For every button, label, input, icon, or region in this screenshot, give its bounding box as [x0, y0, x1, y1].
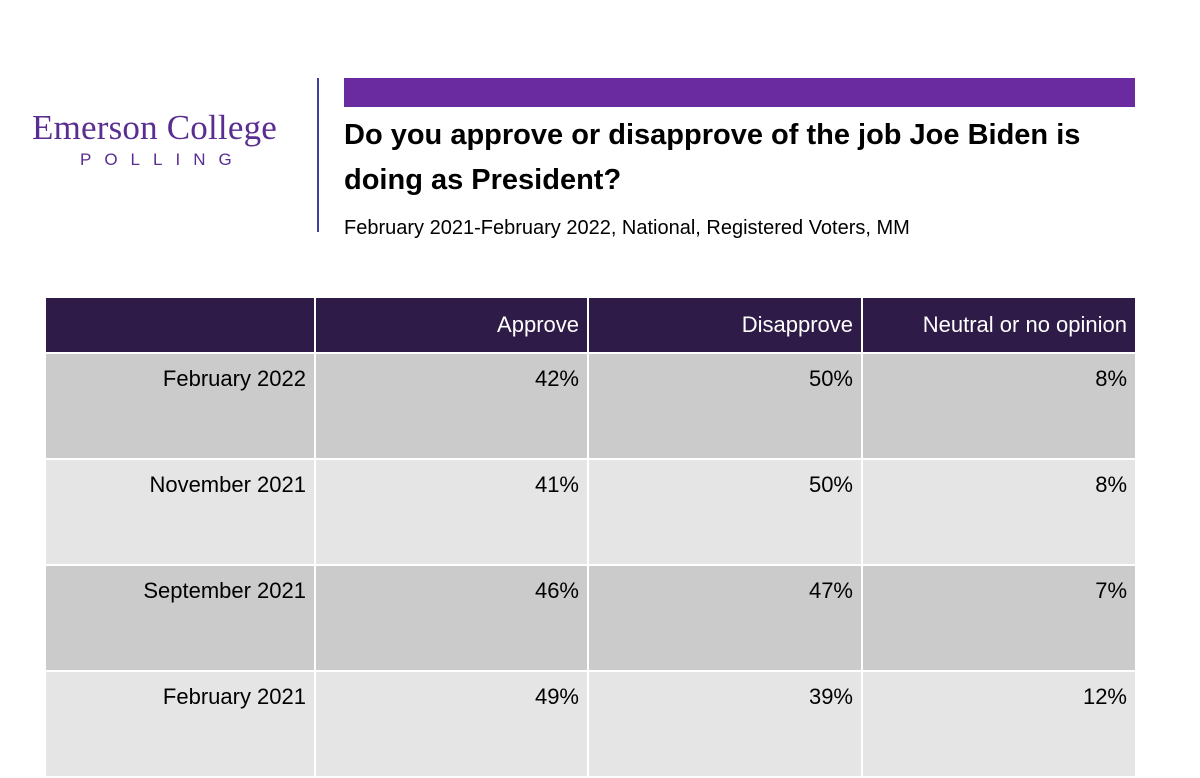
logo-subtitle: POLLING — [80, 150, 245, 169]
disapprove-cell: 50% — [587, 458, 863, 566]
neutral-cell: 8% — [861, 352, 1137, 460]
row-label: September 2021 — [44, 564, 316, 672]
disapprove-cell: 47% — [587, 564, 863, 672]
row-label: November 2021 — [44, 458, 316, 566]
table-row: November 2021 41% 50% 8% — [44, 458, 1137, 566]
table-row: September 2021 46% 47% 7% — [44, 564, 1137, 672]
neutral-cell: 7% — [861, 564, 1137, 672]
disapprove-cell: 50% — [587, 352, 863, 460]
divider-line — [317, 78, 319, 232]
approve-cell: 49% — [314, 670, 589, 778]
approve-cell: 41% — [314, 458, 589, 566]
poll-table: Approve Disapprove Neutral or no opinion… — [44, 296, 1137, 778]
disapprove-cell: 39% — [587, 670, 863, 778]
table-row: February 2021 49% 39% 12% — [44, 670, 1137, 778]
neutral-cell: 12% — [861, 670, 1137, 778]
logo-name: Emerson College — [32, 108, 278, 147]
row-label: February 2022 — [44, 352, 316, 460]
header-cell-approve: Approve — [314, 296, 589, 354]
table-header-row: Approve Disapprove Neutral or no opinion — [44, 296, 1137, 354]
header-cell-blank — [44, 296, 316, 354]
page-title: Do you approve or disapprove of the job … — [344, 119, 1081, 196]
row-label: February 2021 — [44, 670, 316, 778]
header-cell-neutral: Neutral or no opinion — [861, 296, 1137, 354]
page-subtitle: February 2021-February 2022, National, R… — [344, 217, 910, 239]
table-row: February 2022 42% 50% 8% — [44, 352, 1137, 460]
approve-cell: 46% — [314, 564, 589, 672]
approve-cell: 42% — [314, 352, 589, 460]
header-cell-disapprove: Disapprove — [587, 296, 863, 354]
accent-bar — [344, 78, 1135, 107]
neutral-cell: 8% — [861, 458, 1137, 566]
